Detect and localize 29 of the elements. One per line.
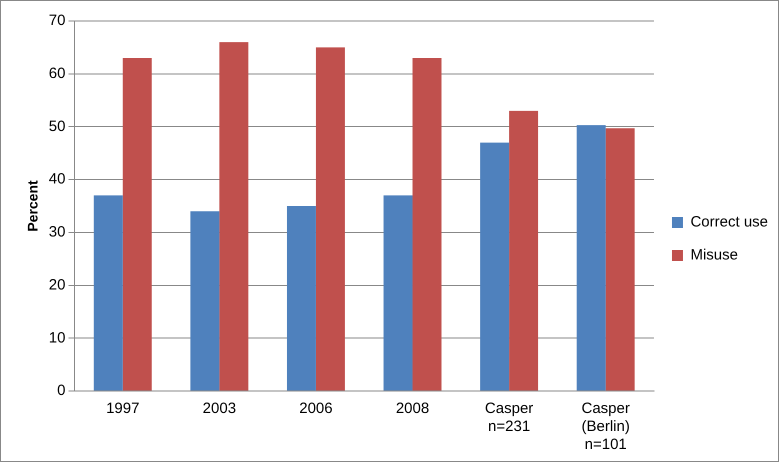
y-tick-label: 40 [48, 170, 66, 188]
bar [219, 42, 248, 390]
x-tick-label: 2006 [299, 400, 333, 418]
bar [384, 195, 413, 390]
legend-label: Misuse [690, 246, 738, 264]
bar [480, 142, 510, 390]
bar [190, 211, 220, 390]
y-tick-label: 30 [48, 224, 66, 241]
x-tick-label: 2003 [202, 400, 236, 418]
bar [509, 110, 538, 390]
y-tick-label: 70 [48, 12, 66, 30]
y-tick-label: 20 [48, 276, 66, 294]
y-axis-title: Percent [24, 180, 40, 232]
x-tick-label: Casper n=231 [484, 400, 534, 436]
bar [412, 58, 442, 390]
x-tick-label: 2008 [396, 400, 430, 418]
y-tick-label: 60 [48, 65, 66, 82]
x-tick-label: Casper (Berlin) n=101 [582, 400, 630, 454]
bar [606, 128, 635, 390]
legend-label: Correct use [690, 214, 768, 231]
y-tick-label: 50 [48, 118, 66, 135]
bar [122, 58, 152, 390]
y-tick-label: 10 [48, 329, 66, 346]
bar [316, 47, 345, 390]
bar [576, 125, 606, 390]
bar [94, 195, 123, 390]
y-tick-label: 0 [57, 382, 66, 400]
bar [286, 206, 316, 390]
x-tick-label: 1997 [106, 400, 140, 418]
